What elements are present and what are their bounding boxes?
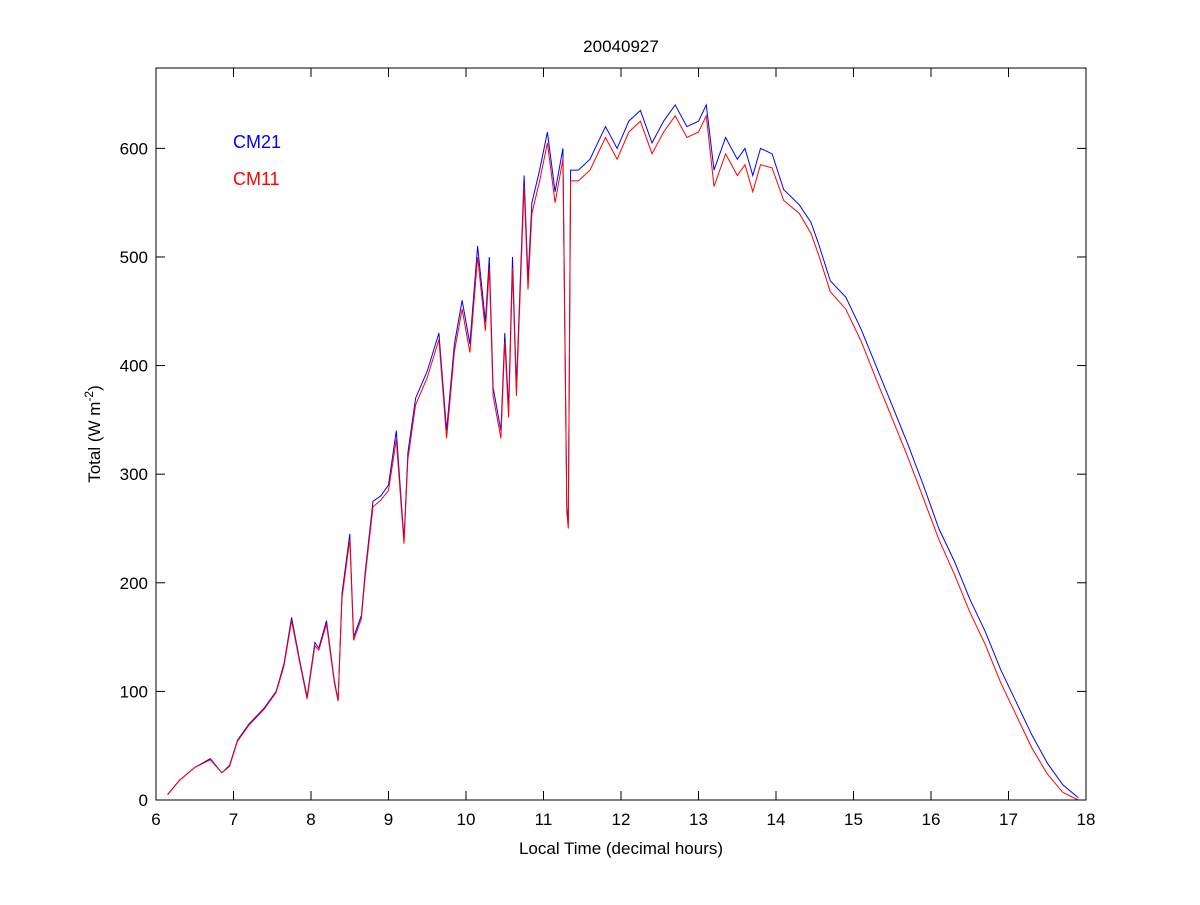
y-axis-label-superscript: -2 <box>82 391 96 402</box>
x-tick-label: 15 <box>844 810 863 829</box>
y-axis-label-close: ) <box>85 385 104 391</box>
y-axis: 0 100 200 300 400 500 600 <box>120 139 1086 810</box>
plot-area-frame <box>155 67 1087 801</box>
y-tick-label: 300 <box>120 465 148 484</box>
x-tick-label: 6 <box>151 810 160 829</box>
x-tick-label: 18 <box>1077 810 1096 829</box>
x-tick-label: 10 <box>457 810 476 829</box>
series-line-cm11 <box>167 114 1079 801</box>
y-tick-label: 600 <box>120 139 148 158</box>
x-tick-label: 17 <box>999 810 1018 829</box>
chart-title: 20040927 <box>583 37 659 56</box>
y-tick-label: 500 <box>120 248 148 267</box>
x-tick-label: 14 <box>767 810 786 829</box>
x-tick-label: 11 <box>535 810 553 829</box>
y-tick-label: 400 <box>120 357 148 376</box>
x-tick-label: 9 <box>384 810 393 829</box>
x-tick-label: 8 <box>306 810 315 829</box>
series-line-cm21 <box>167 103 1079 799</box>
legend-entry-cm21: CM21 <box>233 132 281 152</box>
y-axis-label: Total (W m-2) <box>82 385 104 483</box>
x-tick-label: 13 <box>689 810 708 829</box>
x-axis: 6 7 8 9 10 11 12 13 14 15 16 17 18 <box>151 68 1095 829</box>
x-axis-label: Local Time (decimal hours) <box>519 839 723 858</box>
x-tick-label: 16 <box>922 810 941 829</box>
series-lines <box>167 103 1079 801</box>
y-tick-label: 100 <box>120 682 148 701</box>
x-tick-label: 7 <box>229 810 238 829</box>
y-axis-label-main: Total (W m <box>85 402 104 483</box>
y-tick-label: 200 <box>120 574 148 593</box>
x-tick-label: 12 <box>612 810 631 829</box>
y-tick-label: 0 <box>139 791 148 810</box>
legend-entry-cm11: CM11 <box>233 169 280 189</box>
